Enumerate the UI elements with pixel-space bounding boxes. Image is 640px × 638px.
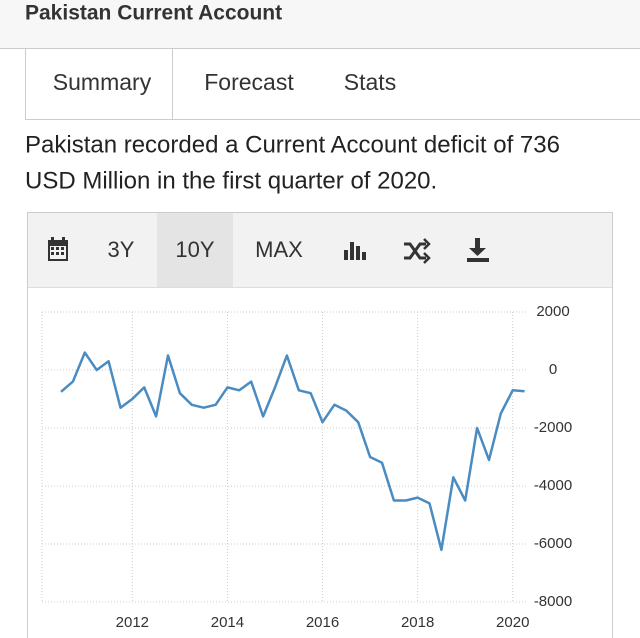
x-tick-label: 2016 bbox=[306, 614, 339, 631]
bar-chart-icon[interactable] bbox=[344, 242, 366, 260]
range-button[interactable]: MAX bbox=[255, 237, 303, 262]
summary-text: Pakistan recorded a Current Account defi… bbox=[25, 131, 560, 158]
summary-text: USD Million in the first quarter of 2020… bbox=[25, 167, 437, 194]
shuffle-icon[interactable] bbox=[404, 238, 431, 264]
x-tick-label: 2018 bbox=[401, 614, 434, 631]
page-title: Pakistan Current Account bbox=[25, 2, 282, 25]
x-tick-label: 2020 bbox=[496, 614, 529, 631]
x-tick-label: 2014 bbox=[211, 614, 244, 631]
tab[interactable]: Summary bbox=[53, 69, 152, 95]
y-tick-label: -6000 bbox=[534, 535, 572, 552]
tab[interactable]: Forecast bbox=[204, 69, 294, 95]
range-button[interactable]: 3Y bbox=[108, 237, 135, 262]
active-button bbox=[157, 213, 233, 287]
y-tick-label: -8000 bbox=[534, 593, 572, 610]
header-bg bbox=[0, 0, 640, 48]
y-tick-label: 2000 bbox=[536, 303, 569, 320]
data-line bbox=[60, 351, 525, 552]
y-tick-label: 0 bbox=[549, 361, 557, 378]
range-button[interactable]: 10Y bbox=[175, 237, 214, 262]
toolbar bbox=[28, 213, 612, 287]
tab[interactable]: Stats bbox=[344, 69, 396, 95]
download-icon[interactable] bbox=[467, 238, 489, 262]
y-tick-label: -4000 bbox=[534, 477, 572, 494]
x-tick-label: 2012 bbox=[116, 614, 149, 631]
calendar-icon[interactable] bbox=[48, 237, 68, 261]
y-tick-label: -2000 bbox=[534, 419, 572, 436]
